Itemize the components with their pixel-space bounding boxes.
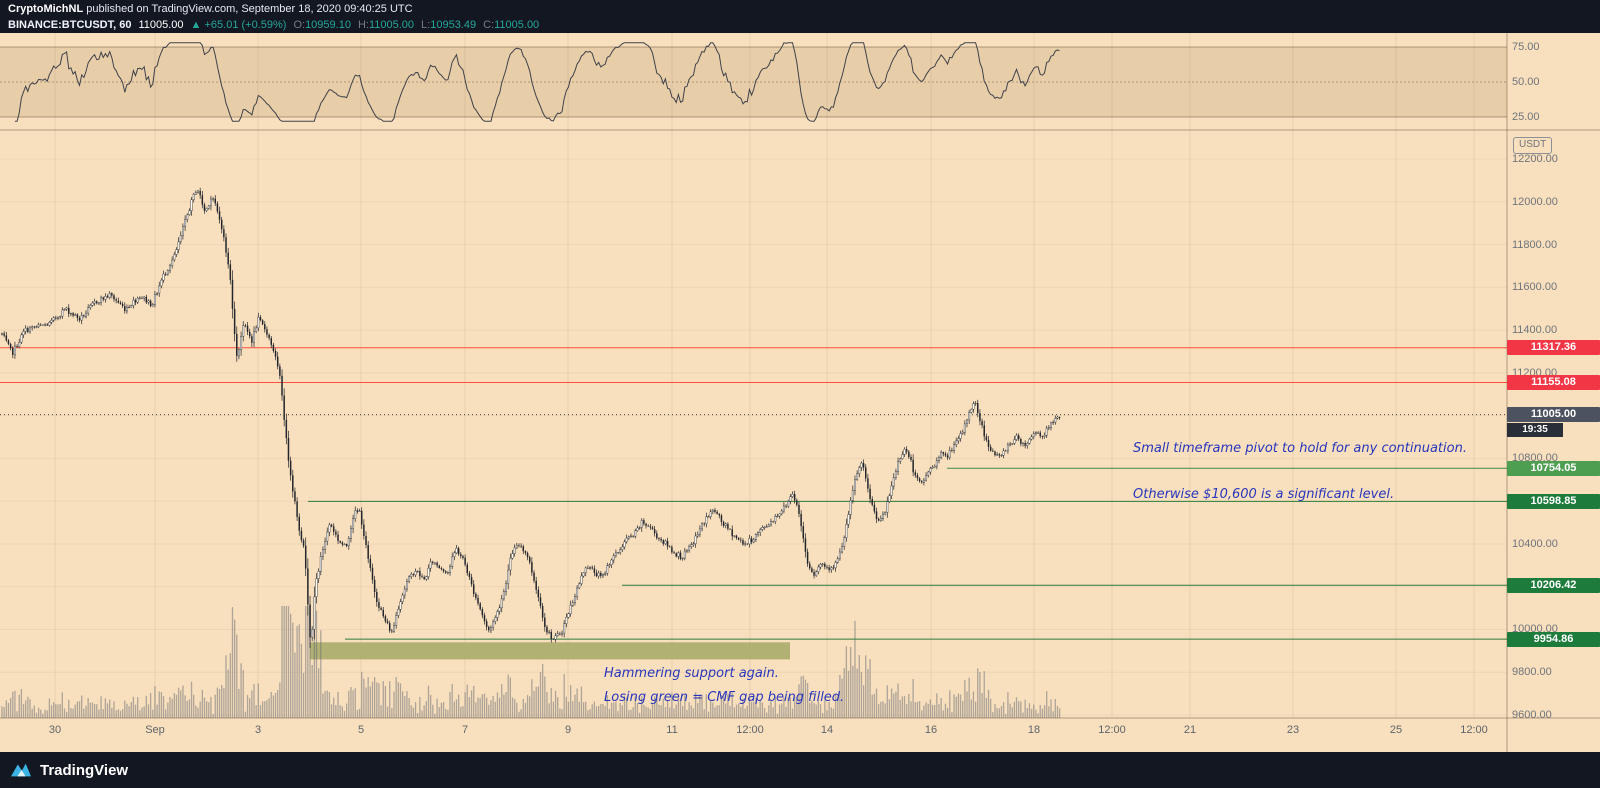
price-scale-tick: 12200.00 [1512, 153, 1558, 165]
oscillator-scale-tick: 25.00 [1512, 111, 1540, 123]
attribution-text: published on TradingView.com, September … [83, 3, 413, 15]
ohlc-open: O: 10959.10 [293, 18, 351, 33]
ohlc-low: L: 10953.49 [421, 18, 476, 33]
time-axis-label: 5 [357, 724, 365, 736]
price-scale-tick: 11400.00 [1512, 324, 1558, 337]
open-label: O: [293, 19, 306, 31]
price-scale-tick: 9600.00 [1512, 709, 1552, 722]
support-level-badge: 10754.05 [1507, 460, 1600, 476]
support-level-badge: 10206.42 [1507, 577, 1600, 593]
high-value: 11005.00 [368, 19, 415, 31]
time-axis-label: 12:00 [1098, 724, 1126, 736]
resistance-level-badge: 11317.36 [1507, 340, 1600, 356]
volume-series [1, 606, 1061, 718]
support-level-badge: 9954.86 [1507, 631, 1600, 647]
symbol-info-bar: BINANCE:BTCUSDT, 60 11005.00 ▲ +65.01 (+… [0, 18, 1600, 33]
time-axis-label: 16 [924, 724, 938, 736]
support-level-badge: 10598.85 [1507, 493, 1600, 509]
time-axis-label: 12:00 [1460, 724, 1488, 736]
time-axis-label: 11 [666, 724, 678, 736]
time-axis-label: Sep [145, 724, 165, 736]
attribution-bar: CryptoMichNL published on TradingView.co… [0, 0, 1600, 18]
ohlc-close: C: 11005.00 [483, 18, 539, 33]
time-axis-label: 7 [461, 724, 469, 736]
author-name: CryptoMichNL [8, 3, 84, 15]
price-scale-currency: USDT [1513, 137, 1553, 154]
price-change: ▲ +65.01 (+0.59%) [190, 19, 287, 31]
price-scale-tick: 10400.00 [1512, 537, 1558, 550]
ohlc-high: H: 11005.00 [358, 18, 414, 33]
candlestick-series [1, 187, 1061, 648]
price-scale-tick: 12000.00 [1512, 195, 1558, 208]
close-value: 11005.00 [494, 19, 540, 31]
last-price: 11005.00 [138, 19, 184, 31]
oscillator-scale-tick: 50.00 [1512, 76, 1540, 88]
open-value: 10959.10 [305, 19, 351, 31]
time-axis-label: 14 [820, 724, 834, 736]
chart-canvas[interactable] [0, 33, 1600, 752]
price-scale-tick: 9800.00 [1512, 666, 1552, 679]
time-axis-label: 12:00 [736, 724, 764, 736]
low-label: L: [421, 19, 431, 31]
time-axis-label: 30 [48, 724, 62, 736]
time-axis-label: 18 [1027, 724, 1041, 736]
price-scale-tick: 11800.00 [1512, 238, 1558, 251]
time-axis-label: 3 [254, 724, 262, 736]
low-value: 10953.49 [430, 19, 477, 31]
close-label: C: [483, 19, 495, 31]
support-zone-rect[interactable] [310, 642, 790, 660]
tradingview-logo[interactable] [10, 760, 32, 780]
time-axis-label: 9 [564, 724, 572, 736]
oscillator-band [0, 47, 1507, 117]
high-label: H: [357, 19, 369, 31]
time-axis-label: 21 [1183, 724, 1197, 736]
chart-annotation[interactable]: Hammering support again. [604, 666, 779, 681]
footer-brand[interactable]: TradingView [40, 761, 129, 779]
countdown-badge: 19:35 [1507, 422, 1563, 437]
price-scale-tick: 11600.00 [1512, 281, 1558, 294]
oscillator-scale-tick: 75.00 [1512, 41, 1540, 53]
time-axis-label: 23 [1286, 724, 1300, 736]
chart-area[interactable]: 75.00 50.00 25.00 USDT 12200.00 12000.00 11800… [0, 33, 1600, 752]
time-axis-label: 25 [1389, 724, 1403, 736]
footer-bar: TradingView [0, 752, 1600, 788]
current-price-badge: 11005.00 [1507, 407, 1600, 423]
oscillator-line [14, 42, 1060, 122]
chart-annotation[interactable]: Small timeframe pivot to hold for any co… [1133, 441, 1467, 456]
symbol-title[interactable]: BINANCE:BTCUSDT, 60 [8, 19, 132, 31]
chart-annotation[interactable]: Losing green = CMF gap being filled. [604, 690, 845, 705]
chart-annotation[interactable]: Otherwise $10,600 is a significant level… [1133, 487, 1395, 502]
resistance-level-badge: 11155.08 [1507, 375, 1600, 390]
